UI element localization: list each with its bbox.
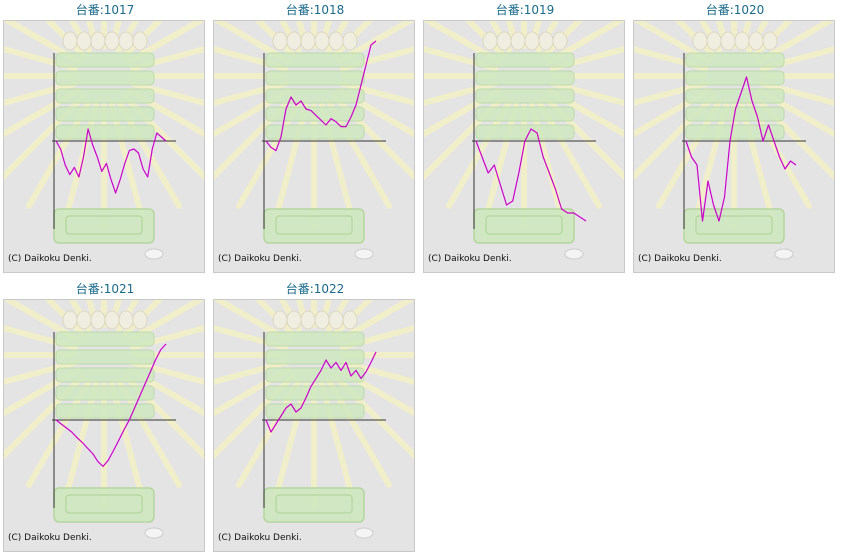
payout-graph: [214, 21, 414, 260]
payout-series-line: [475, 128, 587, 222]
payout-graph: [4, 21, 204, 260]
machine-number-title[interactable]: 台番:1018: [285, 3, 345, 17]
payout-graph: [214, 300, 414, 539]
machine-graph-card: 台番:1017 (C) Daikoku Denki.: [0, 0, 210, 279]
machine-graph-card: 台番:1020 (C) Daikoku Denki.: [630, 0, 840, 279]
payout-series-line: [265, 40, 377, 152]
machine-number-title[interactable]: 台番:1020: [705, 3, 765, 17]
payout-series-line: [55, 128, 167, 194]
copyright-text: (C) Daikoku Denki.: [638, 254, 722, 264]
copyright-text: (C) Daikoku Denki.: [218, 533, 302, 543]
copyright-text: (C) Daikoku Denki.: [428, 254, 512, 264]
payout-graph: [424, 21, 624, 260]
payout-series-line: [265, 351, 377, 433]
payout-series-line: [55, 343, 167, 467]
machine-illustration-background: [4, 300, 204, 539]
graph-frame: (C) Daikoku Denki.: [213, 20, 415, 273]
machine-number-title[interactable]: 台番:1021: [75, 282, 135, 296]
graph-frame: (C) Daikoku Denki.: [423, 20, 625, 273]
graph-frame: (C) Daikoku Denki.: [3, 299, 205, 552]
copyright-text: (C) Daikoku Denki.: [8, 254, 92, 264]
copyright-text: (C) Daikoku Denki.: [8, 533, 92, 543]
machine-number-title[interactable]: 台番:1022: [285, 282, 345, 296]
machine-illustration-background: [4, 21, 204, 260]
payout-series-line: [685, 76, 797, 222]
machine-graph-card: 台番:1022 (C) Daikoku Denki.: [210, 279, 420, 558]
machine-graph-card: 台番:1018 (C) Daikoku Denki.: [210, 0, 420, 279]
machine-illustration-background: [214, 300, 414, 539]
graph-frame: (C) Daikoku Denki.: [213, 299, 415, 552]
machine-illustration-background: [424, 21, 624, 260]
machine-illustration-background: [214, 21, 414, 260]
machine-graph-card: 台番:1021 (C) Daikoku Denki.: [0, 279, 210, 558]
machine-number-title[interactable]: 台番:1017: [75, 3, 135, 17]
machine-number-title[interactable]: 台番:1019: [495, 3, 555, 17]
payout-graph: [634, 21, 834, 260]
machine-illustration-background: [634, 21, 834, 260]
payout-graph: [4, 300, 204, 539]
copyright-text: (C) Daikoku Denki.: [218, 254, 302, 264]
graph-frame: (C) Daikoku Denki.: [3, 20, 205, 273]
graph-frame: (C) Daikoku Denki.: [633, 20, 835, 273]
machine-graph-card: 台番:1019 (C) Daikoku Denki.: [420, 0, 630, 279]
